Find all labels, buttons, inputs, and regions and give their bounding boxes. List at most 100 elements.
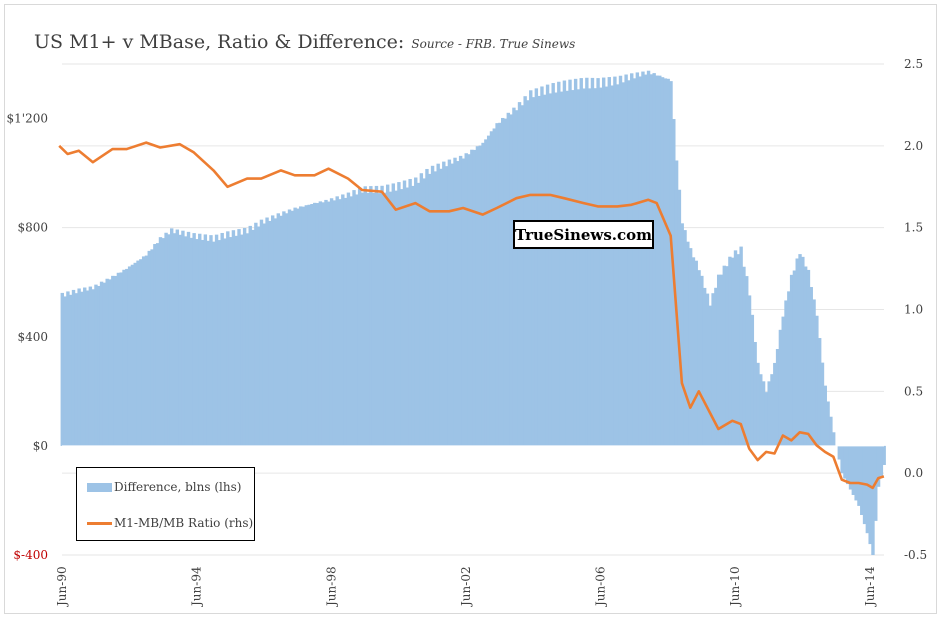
difference-bar <box>245 233 250 446</box>
difference-bar <box>638 76 642 446</box>
difference-bar <box>453 157 457 446</box>
difference-bar <box>871 445 875 555</box>
difference-bar <box>739 246 743 446</box>
difference-bar <box>377 193 381 446</box>
difference-bar <box>531 97 536 446</box>
difference-bar <box>587 88 592 446</box>
right-tick-label: -0.5 <box>904 548 927 562</box>
difference-bar <box>467 154 471 446</box>
difference-bar <box>559 91 564 446</box>
x-tick-label: Jun-10 <box>728 566 742 608</box>
difference-bar <box>400 189 404 446</box>
difference-bar <box>879 445 884 476</box>
difference-bar <box>169 228 174 446</box>
difference-bar <box>860 445 864 515</box>
difference-bar <box>388 191 393 446</box>
left-tick-label: $400 <box>17 330 48 344</box>
difference-bar <box>296 208 300 446</box>
difference-bar <box>385 184 390 446</box>
difference-bar <box>158 237 163 446</box>
difference-bar <box>537 95 541 446</box>
difference-bar <box>733 250 738 446</box>
difference-bar <box>439 168 443 446</box>
difference-bar <box>77 288 81 446</box>
difference-bar <box>111 275 115 446</box>
difference-bar <box>787 291 791 446</box>
difference-bar <box>234 235 238 446</box>
difference-bar <box>857 445 861 506</box>
difference-bar <box>503 118 508 446</box>
legend: Difference, blns (lhs) M1-MB/MB Ratio (r… <box>76 467 255 541</box>
difference-bar <box>167 234 171 446</box>
difference-bar <box>371 192 376 446</box>
difference-bar <box>318 201 323 446</box>
right-tick-label: 1.5 <box>904 221 923 235</box>
legend-label-ratio: M1-MB/MB Ratio (rhs) <box>114 516 254 530</box>
difference-bar <box>773 362 777 446</box>
difference-bar <box>411 185 415 446</box>
difference-bar <box>436 163 440 446</box>
difference-bar <box>691 257 696 446</box>
difference-bar <box>778 329 783 446</box>
difference-bar <box>512 107 516 446</box>
difference-bar <box>181 230 185 446</box>
difference-bar <box>256 226 261 446</box>
difference-bar <box>349 196 353 446</box>
legend-swatch-bar <box>87 482 112 492</box>
right-axis-ticks: 2.5 2.0 1.5 1.0 0.5 0.0 -0.5 <box>904 57 927 562</box>
difference-bar <box>820 362 825 446</box>
difference-bar <box>506 112 511 446</box>
difference-bar <box>402 180 407 446</box>
difference-bar <box>702 287 707 446</box>
difference-bars <box>60 70 886 555</box>
difference-bar <box>175 229 180 446</box>
difference-bar <box>172 233 177 446</box>
difference-bar <box>630 73 634 446</box>
difference-bar <box>450 163 454 446</box>
difference-bar <box>775 349 780 446</box>
difference-bar <box>498 122 502 446</box>
difference-bar <box>425 168 429 446</box>
difference-bar <box>823 385 827 446</box>
difference-bar <box>616 84 620 446</box>
left-tick-label: $1'200 <box>7 112 48 126</box>
difference-bar <box>677 189 682 446</box>
difference-bar <box>520 105 525 446</box>
difference-bar <box>470 149 474 446</box>
difference-bar <box>178 234 182 446</box>
difference-bar <box>815 315 819 446</box>
difference-bar <box>747 295 752 446</box>
difference-bar <box>130 264 135 446</box>
difference-bar <box>680 223 684 446</box>
difference-bar <box>125 268 129 446</box>
difference-bar <box>380 185 384 446</box>
difference-bar <box>475 146 480 446</box>
difference-bar <box>646 70 651 446</box>
difference-bar <box>122 269 126 446</box>
right-tick-label: 0.0 <box>904 466 923 480</box>
difference-bar <box>428 173 432 446</box>
difference-bar <box>599 87 603 446</box>
difference-bar <box>515 110 519 446</box>
x-tick-label: Jun-06 <box>594 566 608 608</box>
right-tick-label: 2.0 <box>904 139 923 153</box>
difference-bar <box>214 234 219 446</box>
difference-bar <box>590 77 595 446</box>
difference-bar <box>854 445 858 501</box>
difference-bar <box>212 241 216 446</box>
difference-bar <box>369 186 373 446</box>
difference-bar <box>495 123 499 446</box>
x-tick-label: Jun-90 <box>55 566 69 608</box>
x-tick-label: Jun-94 <box>190 566 204 608</box>
difference-bar <box>63 296 67 446</box>
difference-bar <box>144 255 149 446</box>
difference-bar <box>792 270 797 446</box>
difference-bar <box>310 204 314 446</box>
difference-bar <box>700 275 704 446</box>
difference-bar <box>102 282 107 446</box>
difference-bar <box>817 338 822 446</box>
difference-bar <box>414 177 418 446</box>
difference-bar <box>464 153 468 446</box>
difference-bar <box>764 392 769 446</box>
difference-bar <box>327 201 331 446</box>
